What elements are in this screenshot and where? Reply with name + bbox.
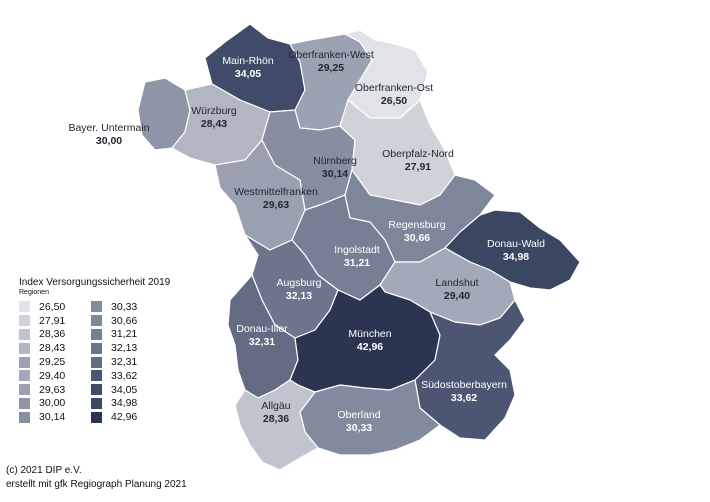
legend-swatch [91,384,102,396]
region-value-suedostoberbayern: 33,62 [451,392,477,404]
legend-item: 30,33 [91,300,163,314]
legend-label: 30,14 [39,411,66,424]
region-label-allgaeu: Allgäu [261,400,290,412]
region-label-donau-wald: Donau-Wald [487,238,545,250]
legend-item: 30,00 [19,397,91,411]
region-value-nuernberg: 30,14 [322,168,348,180]
legend-label: 30,00 [39,397,66,410]
legend-item: 31,21 [91,328,163,342]
region-label-augsburg: Augsburg [277,277,322,289]
legend-swatch [19,328,30,340]
region-label-wuerzburg: Würzburg [191,105,237,117]
legend-item: 29,25 [19,355,91,369]
region-label-nuernberg: Nürnberg [313,155,357,167]
region-value-donau-wald: 34,98 [503,251,529,263]
legend-item: 32,13 [91,341,163,355]
legend-label: 42,96 [111,411,138,424]
legend-item: 27,91 [19,314,91,328]
region-label-regensburg: Regensburg [388,219,445,231]
region-value-ingolstadt: 31,21 [344,257,370,269]
legend-label: 32,31 [111,356,138,369]
legend-label: 32,13 [111,342,138,355]
legend-label: 28,36 [39,328,66,341]
region-label-muenchen: München [348,328,391,340]
legend-swatch [19,342,30,354]
legend-label: 29,25 [39,356,66,369]
region-value-wuerzburg: 28,43 [201,118,227,130]
legend-label: 28,43 [39,342,66,355]
legend-swatch [91,411,102,423]
legend-label: 26,50 [39,300,66,313]
region-value-oberfranken-west: 29,25 [318,62,344,74]
legend-swatch [19,397,30,409]
legend-swatch [91,397,102,409]
legend: Index Versorgungssicherheit 2019 Regione… [19,277,189,424]
legend-label: 30,66 [111,314,138,327]
legend-label: 34,98 [111,397,138,410]
legend-label: 34,05 [111,383,138,396]
region-label-oberfranken-west: Oberfranken-West [288,49,374,61]
region-value-muenchen: 42,96 [357,341,383,353]
region-value-oberfranken-ost: 26,50 [381,95,407,107]
legend-subtitle: Regionen [19,289,49,296]
credit: (c) 2021 DIP e.V. erstellt mit gfk Regio… [6,464,187,492]
legend-item: 29,63 [19,383,91,397]
region-value-main-rhoen: 34,05 [235,68,261,80]
region-allgaeu[interactable] [234,379,319,471]
legend-swatch [91,315,102,327]
legend-grid: 26,50 30,33 27,91 30,66 28,36 31,21 28,43 32,13… [19,300,189,424]
legend-label: 31,21 [111,328,138,341]
legend-swatch [19,356,30,368]
region-value-regensburg: 30,66 [404,232,430,244]
legend-item: 32,31 [91,355,163,369]
region-label-oberfranken-ost: Oberfranken-Ost [355,82,433,94]
legend-swatch [19,370,30,382]
region-label-donau-iller: Donau-Iller [236,323,288,335]
region-label-main-rhoen: Main-Rhön [222,55,274,67]
region-value-oberland: 30,33 [346,422,372,434]
legend-swatch [91,356,102,368]
region-value-landshut: 29,40 [444,290,470,302]
legend-label: 27,91 [39,314,66,327]
region-value-augsburg: 32,13 [286,290,312,302]
legend-swatch [19,301,30,313]
legend-swatch [91,328,102,340]
legend-swatch [91,342,102,354]
region-value-westmittelfranken: 29,63 [263,199,289,211]
legend-item: 34,05 [91,383,163,397]
legend-item: 26,50 [19,300,91,314]
legend-item: 33,62 [91,369,163,383]
legend-item: 34,98 [91,397,163,411]
region-value-bayer-untermain: 30,00 [96,135,122,147]
region-value-allgaeu: 28,36 [263,413,289,425]
legend-label: 30,33 [111,300,138,313]
legend-swatch [91,370,102,382]
legend-label: 33,62 [111,369,138,382]
region-label-westmittelfranken: Westmittelfranken [234,186,318,198]
region-label-landshut: Landshut [435,277,478,289]
region-label-oberland: Oberland [337,409,380,421]
legend-swatch [91,301,102,313]
region-label-oberpfalz-nord: Oberpfalz-Nord [382,148,454,160]
legend-item: 28,36 [19,328,91,342]
legend-item: 30,14 [19,410,91,424]
legend-item: 29,40 [19,369,91,383]
legend-label: 29,40 [39,369,66,382]
credit-line-1: (c) 2021 DIP e.V. [6,465,82,476]
legend-title: Index Versorgungssicherheit 2019 [19,277,171,288]
region-value-oberpfalz-nord: 27,91 [405,161,431,173]
legend-item: 42,96 [91,410,163,424]
region-label-suedostoberbayern: Südostoberbayern [421,379,507,391]
legend-item: 30,66 [91,314,163,328]
credit-line-2: erstellt mit gfk Regiograph Planung 2021 [6,479,187,490]
legend-item: 28,43 [19,341,91,355]
legend-label: 29,63 [39,383,66,396]
legend-swatch [19,384,30,396]
region-label-bayer-untermain: Bayer. Untermain [68,122,149,134]
legend-swatch [19,411,30,423]
legend-swatch [19,315,30,327]
region-label-ingolstadt: Ingolstadt [334,244,380,256]
region-value-donau-iller: 32,31 [249,336,275,348]
